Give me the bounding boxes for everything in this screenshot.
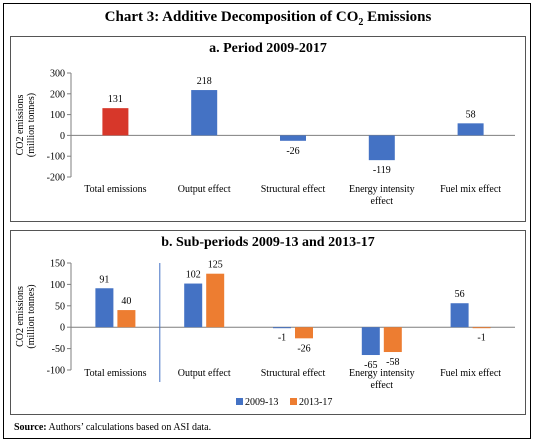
chart-b-legend-label-0: 2009-13 — [245, 397, 278, 408]
chart-b-category-label-2-0: Structural effect — [261, 368, 326, 379]
chart-b-y-tick-label-1: -50 — [52, 344, 65, 355]
chart-a-svg: CO2 emissions (million tonnes) -200 -100 0 10… — [15, 69, 515, 207]
chart-frame — [3, 3, 531, 439]
chart-a-category-label-2-0: Structural effect — [261, 184, 326, 195]
chart-a-bar-label-3-0: -119 — [373, 165, 391, 176]
chart-b-bar-0-0 — [95, 288, 114, 328]
chart-a-y-tick-label-2: 0 — [60, 131, 65, 142]
chart-a-y-tick-label-0: -200 — [47, 173, 65, 184]
chart-b-bar-3-1 — [383, 327, 402, 353]
chart-b-legend-swatch-0 — [236, 398, 243, 405]
chart-b-bar-label-2-1: -26 — [297, 343, 310, 354]
chart-a-bar-2-0 — [280, 135, 306, 141]
chart-a-ylabel-line-0: CO2 emissions — [15, 94, 26, 155]
chart-b-ylabel-line-1: (million tonnes) — [26, 284, 37, 348]
chart-a-y-tick-label-1: -100 — [47, 152, 65, 163]
chart-b-ylabel-line-0: CO2 emissions — [15, 286, 26, 347]
chart-b-bar-label-1-0: 102 — [186, 270, 201, 281]
chart-b-bar-2-0 — [273, 327, 291, 329]
chart-a-ylabel-line-1: (million tonnes) — [26, 93, 37, 157]
panel-b: b. Sub-periods 2009-13 and 2013-17 CO2 e… — [10, 230, 526, 415]
main-title-subscript: 2 — [358, 17, 364, 28]
source-label: Source: — [14, 422, 47, 433]
chart-a-bar-label-0-0: 131 — [108, 94, 123, 105]
chart-b-category-label-1-0: Output effect — [178, 368, 231, 379]
chart-b-bar-1-0 — [184, 283, 203, 328]
chart-b-y-tick-label-2: 0 — [60, 323, 65, 334]
chart-a-category-label-3-1: effect — [371, 196, 394, 207]
chart-b-bar-4-1 — [472, 327, 491, 329]
chart-a-bar-3-0 — [368, 135, 395, 161]
source-note: Source: Authors’ calculations based on A… — [14, 422, 211, 433]
chart-b-category-label-3-0: Energy intensity — [349, 368, 415, 379]
main-title-suffix: Emissions — [363, 9, 432, 25]
chart-b-y-tick-label-4: 100 — [50, 280, 65, 291]
main-title: Chart 3: Additive Decomposition of CO2 E… — [0, 9, 536, 28]
panel-a-title: a. Period 2009-2017 — [209, 41, 327, 56]
chart-b-bar-3-0 — [361, 327, 380, 356]
chart-b-bar-1-1 — [206, 273, 225, 328]
chart-a-category-label-4-0: Fuel mix effect — [440, 184, 501, 195]
chart-a-category-label-1-0: Output effect — [178, 184, 231, 195]
chart-b-bar-label-0-0: 91 — [99, 274, 109, 285]
chart-b-bar-label-0-1: 40 — [121, 296, 131, 307]
chart-b-category-label-4-0: Fuel mix effect — [440, 368, 501, 379]
chart-b-legend-swatch-1 — [290, 398, 297, 405]
chart-a-bar-label-4-0: 58 — [466, 109, 476, 120]
chart-b-bar-4-0 — [450, 303, 469, 328]
chart-b-bar-0-1 — [117, 310, 136, 328]
source-text: Authors’ calculations based on ASI data. — [46, 422, 212, 433]
chart-a-y-tick-label-5: 300 — [50, 69, 65, 80]
chart-a-y-tick-label-4: 200 — [50, 89, 65, 100]
chart-b-bar-label-4-0: 56 — [455, 289, 465, 300]
chart-a-bar-label-2-0: -26 — [286, 146, 299, 157]
chart-a-bar-4-0 — [457, 123, 484, 136]
chart-b-category-label-3-1: effect — [371, 380, 394, 391]
main-title-prefix: Chart 3: Additive Decomposition of CO — [104, 9, 359, 25]
panel-a: a. Period 2009-2017 CO2 emissions (millio… — [10, 36, 526, 222]
chart-a-bar-0-0 — [102, 108, 129, 136]
chart-b-y-tick-label-0: -100 — [47, 366, 65, 377]
chart-a-y-tick-label-3: 100 — [50, 110, 65, 121]
chart-b-bar-label-3-0: -65 — [364, 360, 377, 371]
chart-b-bar-label-1-1: 125 — [208, 260, 223, 271]
chart-a-category-label-3-0: Energy intensity — [349, 184, 415, 195]
chart-b-bar-2-1 — [295, 327, 313, 339]
panel-b-title: b. Sub-periods 2009-13 and 2013-17 — [161, 235, 375, 250]
chart-b-y-tick-label-3: 50 — [55, 301, 65, 312]
chart-b-bar-label-4-1: -1 — [477, 333, 485, 344]
chart-a-bar-label-1-0: 218 — [197, 76, 212, 87]
chart-b-bar-label-2-0: -1 — [278, 333, 286, 344]
chart-a-category-label-0-0: Total emissions — [84, 184, 146, 195]
chart-b-legend-label-1: 2013-17 — [299, 397, 332, 408]
chart-a-bar-1-0 — [191, 90, 218, 136]
chart-b-bar-label-3-1: -58 — [386, 357, 399, 368]
chart-b-svg: CO2 emissions (million tonnes) -100 -50 0 50 1… — [15, 259, 515, 408]
chart-b-category-label-0-0: Total emissions — [84, 368, 146, 379]
chart-b-y-tick-label-5: 150 — [50, 259, 65, 270]
